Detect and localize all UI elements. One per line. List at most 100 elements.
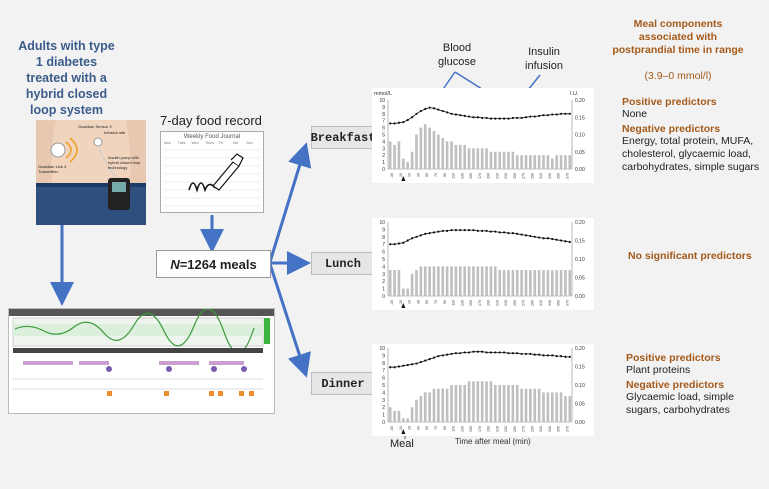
glucose-point [485, 229, 488, 232]
glucose-point [538, 114, 541, 117]
insulin-bar [564, 155, 567, 169]
x-tick: 10 [408, 173, 412, 177]
y-tick-left: 3 [382, 272, 385, 278]
insulin-bar [559, 270, 563, 296]
glucose-point [507, 232, 510, 235]
glucose-point [472, 229, 475, 232]
meal-marker [401, 303, 406, 308]
glucose-point [428, 232, 431, 235]
y-tick-right: 0.15 [575, 239, 585, 245]
glucose-point [463, 351, 466, 354]
glucose-point [389, 122, 392, 125]
insulin-bar [480, 381, 484, 422]
glucose-point [481, 229, 484, 232]
glucose-point [524, 352, 528, 356]
insulin-bar [494, 151, 497, 169]
x-tick: 330 [548, 173, 552, 179]
insulin-bar [507, 151, 510, 169]
y-tick-left: 4 [382, 390, 385, 396]
y-tick-right: 0.10 [575, 257, 585, 263]
glucose-point [507, 352, 510, 355]
meals-count-box: N =1264 meals [156, 250, 271, 278]
glucose-point [489, 117, 493, 120]
y-tick-right: 0.00 [575, 420, 585, 426]
insulin-bar [410, 151, 414, 169]
glucose-point [542, 114, 545, 117]
glucose-point [459, 352, 462, 355]
device-illustration: Guardian Sensor 3 Guardian Link 3 Transm… [36, 120, 146, 225]
insulin-bar [550, 158, 554, 169]
glucose-point [481, 116, 484, 120]
y-tick-left: 0 [382, 420, 385, 426]
y-tick-left: 4 [382, 264, 385, 270]
glucose-point [393, 122, 396, 125]
insulin-bar [489, 151, 493, 169]
device-label: Infusion site [104, 130, 126, 135]
y-tick-left: 9 [382, 227, 385, 233]
insulin-bar [498, 151, 502, 169]
y-tick-left: 3 [382, 146, 385, 152]
y-tick-left: 0 [382, 167, 385, 173]
insulin-bar [388, 407, 392, 422]
insulin-bar [555, 392, 558, 422]
meal-marker [401, 176, 406, 181]
x-tick: 110 [452, 173, 456, 179]
insulin-bar [450, 141, 453, 169]
glucose-point [402, 120, 405, 124]
glucose-point [551, 354, 554, 357]
negative-heading: Negative predictors [622, 123, 721, 135]
device-label: Guardian Link 3 Transmitter [38, 164, 67, 174]
x-tick: 30 [416, 300, 420, 304]
insulin-bar [423, 124, 427, 169]
y-tick-right: 0.10 [575, 383, 585, 389]
insulin-bar [397, 410, 401, 422]
glucose-point [459, 229, 462, 232]
insulin-bar [476, 381, 480, 422]
meal-label-lunch: Lunch [311, 252, 375, 275]
chart-dinner: 10 9 8 7 6 5 4 3 2 1 0 0.20 0.15 0.10 0.05 0.00 -30 -10 10… [372, 344, 594, 436]
y-tick-left: 4 [382, 139, 385, 145]
insulin-bar [450, 266, 453, 296]
insulin-bar [467, 266, 471, 296]
x-tick: 90 [443, 173, 447, 177]
positive-heading: Positive predictors [626, 352, 721, 364]
glucose-point [524, 234, 528, 237]
glucose-point [450, 112, 453, 115]
glucose-point [502, 231, 506, 234]
device-label: Insulin pump with hybrid closed loop tec… [108, 155, 141, 170]
x-tick: 370 [565, 300, 569, 306]
glucose-point [389, 366, 392, 369]
x-tick: 70 [434, 300, 438, 304]
journal-days: Mon Tues Wed Thurs Fri Sat Sun [161, 140, 263, 146]
y-tick-right: 0.05 [575, 150, 585, 156]
glucose-point [467, 351, 471, 354]
insulin-bar [454, 144, 458, 169]
glucose-point [406, 239, 409, 242]
y-tick-left: 9 [382, 105, 385, 111]
y-tick-left: 6 [382, 376, 385, 382]
glucose-point [516, 352, 519, 355]
glucose-point [406, 118, 409, 122]
insulin-bar [520, 270, 523, 296]
insulin-bar [533, 155, 537, 169]
insulin-bar [397, 270, 401, 296]
glucose-point [432, 107, 436, 110]
insulin-bar [485, 148, 488, 169]
journal-day: Sun [246, 141, 253, 145]
insulin-bar [537, 270, 541, 296]
glucose-point [424, 359, 427, 362]
glucose-point [546, 114, 550, 117]
insulin-bar [542, 392, 545, 422]
insulin-bar [550, 392, 554, 422]
x-tick: 290 [530, 426, 534, 432]
insulin-bar [494, 385, 497, 422]
insulin-bar [524, 270, 528, 296]
glucose-point [511, 116, 514, 120]
glucose-point [397, 365, 401, 368]
negative-heading: Negative predictors [626, 379, 725, 391]
x-tick: 350 [557, 173, 561, 179]
glucose-point [520, 352, 523, 356]
x-tick: 30 [416, 173, 420, 177]
x-tick: 310 [539, 300, 543, 306]
y-tick-left: 8 [382, 235, 385, 241]
